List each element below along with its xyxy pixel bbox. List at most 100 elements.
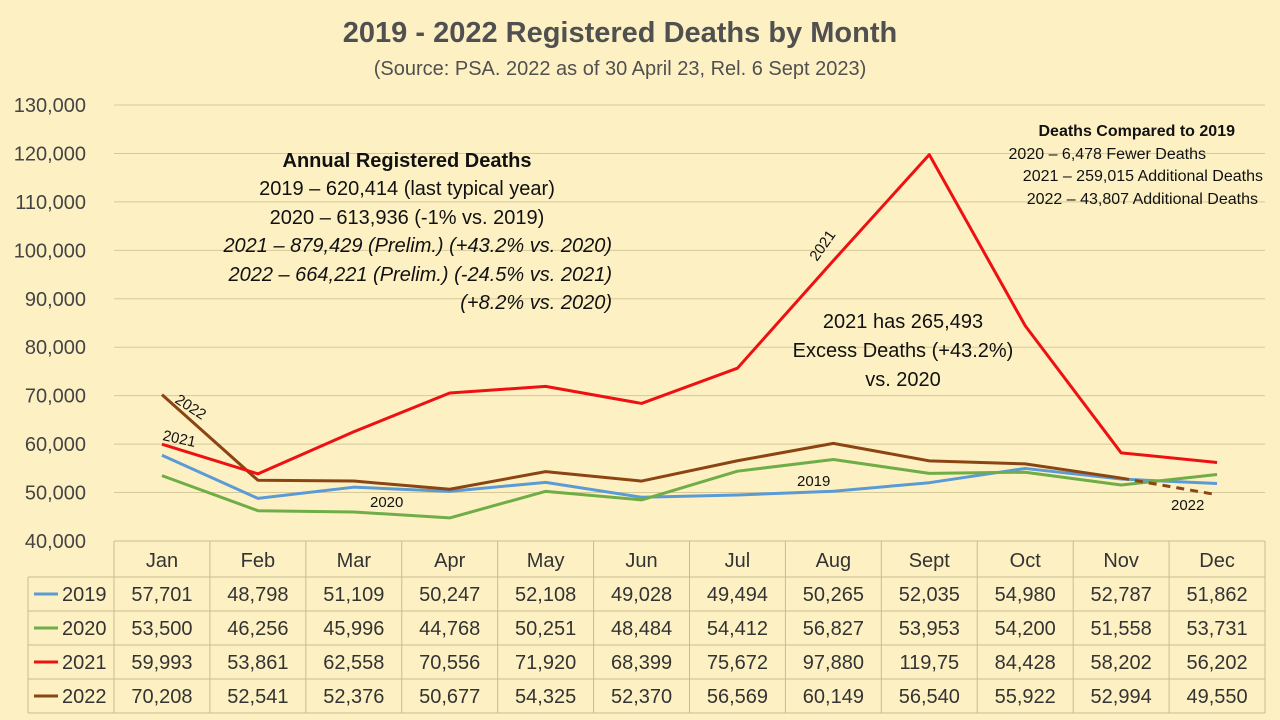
x-tick-label: May <box>527 550 565 572</box>
data-label: 51,558 <box>1091 618 1152 640</box>
x-tick-label: Sept <box>909 550 951 572</box>
data-label: 56,540 <box>899 686 960 708</box>
annual-deaths-box: Annual Registered Deaths 2019 – 620,414 … <box>222 150 612 314</box>
y-tick-label: 100,000 <box>14 240 86 262</box>
x-tick-label: Jun <box>625 550 657 572</box>
data-label: 119,75 <box>899 652 959 674</box>
y-tick-label: 130,000 <box>14 95 86 117</box>
series-line-2022 <box>160 393 1122 491</box>
legend-entry: 2019 <box>62 584 107 606</box>
y-tick-label: 60,000 <box>25 434 86 456</box>
legend-entry: 2022 <box>62 686 107 708</box>
y-tick-label: 120,000 <box>14 143 86 165</box>
chart-title: 2019 - 2022 Registered Deaths by Month <box>343 17 897 49</box>
data-label: 84,428 <box>995 652 1056 674</box>
data-label: 52,108 <box>515 584 576 606</box>
x-tick-label: Jan <box>146 550 178 572</box>
x-tick-label: Dec <box>1199 550 1235 572</box>
data-label: 44,768 <box>419 618 480 640</box>
data-label: 49,550 <box>1186 686 1247 708</box>
data-label: 51,109 <box>323 584 384 606</box>
annual-line-2022-vs-2020: (+8.2% vs. 2020) <box>460 292 612 314</box>
legend-entry: 2021 <box>62 652 107 674</box>
y-axis: 40,000 50,000 60,000 70,000 80,000 90,000 100,… <box>14 95 86 553</box>
annual-line-2022: 2022 – 664,221 (Prelim.) (-24.5% vs. 202… <box>227 264 612 286</box>
data-label: 53,861 <box>227 652 288 674</box>
excess-line-1: 2021 has 265,493 <box>823 311 983 333</box>
data-label: 50,251 <box>515 618 576 640</box>
annual-title: Annual Registered Deaths <box>283 150 532 172</box>
chart-subtitle: (Source: PSA. 2022 as of 30 April 23, Re… <box>374 58 867 80</box>
y-tick-label: 70,000 <box>25 386 86 408</box>
compared-to-2019-note: Deaths Compared to 2019 2020 – 6,478 Few… <box>1009 123 1263 208</box>
y-tick-label: 50,000 <box>25 483 86 505</box>
x-tick-label: Jul <box>725 550 751 572</box>
series-line-2019 <box>161 453 1218 500</box>
y-tick-label: 80,000 <box>25 337 86 359</box>
data-label: 48,484 <box>611 618 672 640</box>
series-line-2022-projected <box>1120 476 1218 497</box>
data-label: 58,202 <box>1091 652 1152 674</box>
data-label: 68,399 <box>611 652 672 674</box>
label-2022-dec: 2022 <box>1171 497 1204 514</box>
data-label: 54,200 <box>995 618 1056 640</box>
data-label: 71,920 <box>515 652 576 674</box>
excess-deaths-note: 2021 has 265,493 Excess Deaths (+43.2%) … <box>793 311 1014 391</box>
data-label: 53,731 <box>1186 618 1247 640</box>
data-label: 49,028 <box>611 584 672 606</box>
data-label: 52,994 <box>1091 686 1152 708</box>
x-tick-label: Mar <box>337 550 372 572</box>
excess-line-2: Excess Deaths (+43.2%) <box>793 340 1014 362</box>
annual-line-2021: 2021 – 879,429 (Prelim.) (+43.2% vs. 202… <box>222 235 612 257</box>
compare-line-2022: 2022 – 43,807 Additional Deaths <box>1027 191 1258 208</box>
data-label: 52,035 <box>899 584 960 606</box>
data-label: 62,558 <box>323 652 384 674</box>
data-label: 50,265 <box>803 584 864 606</box>
y-tick-label: 40,000 <box>25 531 86 553</box>
data-label: 46,256 <box>227 618 288 640</box>
x-tick-label: Nov <box>1103 550 1139 572</box>
data-label: 54,412 <box>707 618 768 640</box>
label-2021-jan: 2021 <box>161 427 197 451</box>
data-label: 52,370 <box>611 686 672 708</box>
data-label: 56,569 <box>707 686 768 708</box>
data-label: 52,541 <box>227 686 288 708</box>
data-label: 50,677 <box>419 686 480 708</box>
y-tick-label: 90,000 <box>25 289 86 311</box>
data-label: 75,672 <box>707 652 768 674</box>
x-tick-label: Oct <box>1010 550 1042 572</box>
data-label: 49,494 <box>707 584 768 606</box>
data-label: 53,500 <box>131 618 192 640</box>
annual-line-2020: 2020 – 613,936 (-1% vs. 2019) <box>270 207 545 229</box>
series-line-2021 <box>161 153 1218 476</box>
data-label: 97,880 <box>803 652 864 674</box>
compare-line-2020: 2020 – 6,478 Fewer Deaths <box>1009 146 1206 163</box>
compare-line-2021: 2021 – 259,015 Additional Deaths <box>1023 168 1263 185</box>
data-label: 51,862 <box>1186 584 1247 606</box>
annual-line-2019: 2019 – 620,414 (last typical year) <box>259 178 555 200</box>
excess-line-3: vs. 2020 <box>865 369 941 391</box>
x-tick-label: Feb <box>241 550 275 572</box>
y-tick-label: 110,000 <box>15 192 86 214</box>
data-label: 45,996 <box>323 618 384 640</box>
label-2020-mar: 2020 <box>370 494 403 511</box>
data-label: 53,953 <box>899 618 960 640</box>
data-label: 56,202 <box>1186 652 1247 674</box>
data-label: 60,149 <box>803 686 864 708</box>
data-label: 56,827 <box>803 618 864 640</box>
data-label: 70,208 <box>131 686 192 708</box>
legend-entry: 2020 <box>62 618 107 640</box>
data-label: 52,376 <box>323 686 384 708</box>
data-label: 59,993 <box>131 652 192 674</box>
data-label: 50,247 <box>419 584 480 606</box>
x-tick-label: Apr <box>434 550 465 572</box>
data-label: 54,325 <box>515 686 576 708</box>
data-label: 54,980 <box>995 584 1056 606</box>
series-lines <box>160 153 1218 520</box>
data-label: 57,701 <box>131 584 192 606</box>
x-tick-label: Aug <box>816 550 852 572</box>
compare-title: Deaths Compared to 2019 <box>1038 123 1235 140</box>
data-label: 48,798 <box>227 584 288 606</box>
data-table: Jan Feb Mar Apr May Jun Jul Aug Sept Oct Nov Dec 201… <box>27 540 1266 714</box>
